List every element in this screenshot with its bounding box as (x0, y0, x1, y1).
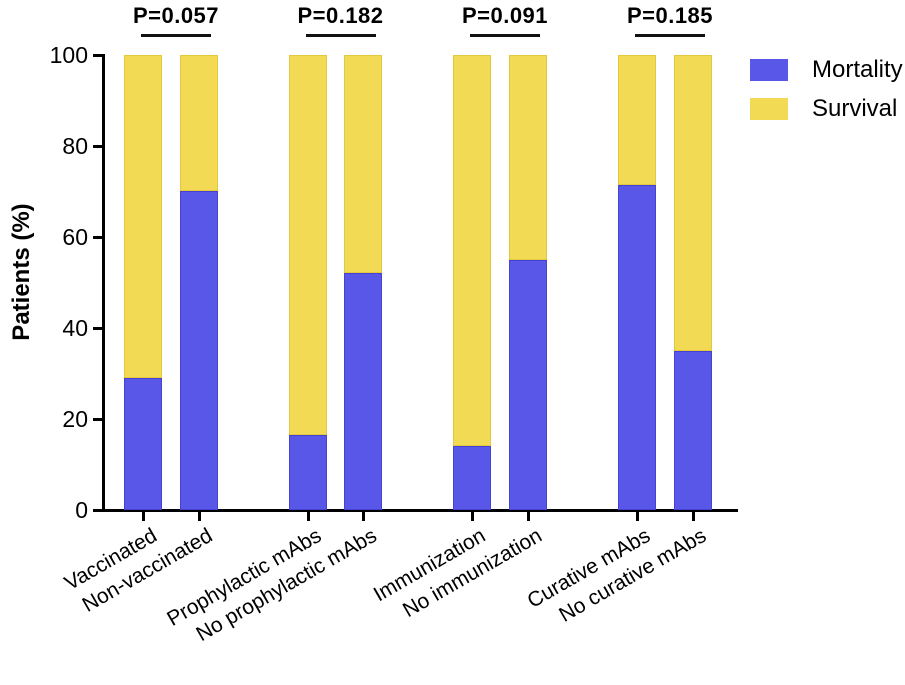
y-tick-mark (93, 326, 102, 330)
y-axis-title: Patients (%) (8, 203, 35, 341)
segment-mortality-no-curative-mabs (674, 351, 712, 510)
legend-label-mortality: Mortality (812, 56, 903, 83)
p-value-underline (470, 34, 540, 37)
segment-survival-no-immunization (509, 55, 547, 260)
y-tick-mark (93, 235, 102, 239)
bar-vaccinated (124, 55, 162, 510)
segment-mortality-no-prophylactic-mabs (344, 273, 382, 510)
x-axis-line (102, 509, 738, 512)
legend-item-survival: Survival (750, 95, 897, 123)
bar-no-immunization (509, 55, 547, 510)
segment-mortality-no-immunization (509, 260, 547, 510)
x-tick-mark (691, 512, 695, 521)
segment-survival-no-curative-mabs (674, 55, 712, 351)
p-value-annotation-2: P=0.182 (251, 3, 431, 37)
segment-mortality-non-vaccinated (180, 191, 218, 510)
x-tick-mark (470, 512, 474, 521)
segment-mortality-curative-mabs (618, 185, 656, 510)
x-tick-mark (635, 512, 639, 521)
p-value-text: P=0.057 (132, 3, 220, 28)
p-value-text: P=0.091 (461, 3, 549, 28)
segment-mortality-immunization (453, 446, 491, 510)
p-value-underline (305, 34, 376, 37)
segment-survival-immunization (453, 55, 491, 446)
y-tick-label: 80 (62, 133, 88, 159)
x-tick-mark (306, 512, 310, 521)
y-tick-mark (93, 144, 102, 148)
segment-survival-curative-mabs (618, 55, 656, 185)
x-tick-mark (361, 512, 365, 521)
legend-swatch-survival (750, 98, 788, 120)
p-value-annotation-1: P=0.057 (86, 3, 266, 37)
bar-immunization (453, 55, 491, 510)
legend-label-survival: Survival (812, 95, 898, 122)
segment-mortality-prophylactic-mabs (289, 435, 327, 510)
legend-swatch-mortality (750, 59, 788, 81)
y-tick-label: 40 (62, 315, 88, 341)
p-value-text: P=0.185 (626, 3, 714, 28)
bar-no-prophylactic-mabs (344, 55, 382, 510)
x-tick-mark (526, 512, 530, 521)
x-tick-mark (197, 512, 201, 521)
y-tick-mark (93, 417, 102, 421)
p-value-annotation-3: P=0.091 (415, 3, 595, 37)
p-value-underline (635, 34, 705, 37)
bar-non-vaccinated (180, 55, 218, 510)
segment-survival-no-prophylactic-mabs (344, 55, 382, 273)
y-tick-label: 0 (75, 497, 88, 523)
y-tick-mark (93, 53, 102, 57)
segment-survival-vaccinated (124, 55, 162, 378)
y-tick-label: 100 (49, 42, 88, 68)
bar-no-curative-mabs (674, 55, 712, 510)
y-tick-label: 60 (62, 224, 88, 250)
bar-curative-mabs (618, 55, 656, 510)
segment-mortality-vaccinated (124, 378, 162, 510)
p-value-underline (141, 34, 211, 37)
p-value-text: P=0.182 (297, 3, 384, 28)
bar-prophylactic-mabs (289, 55, 327, 510)
y-tick-mark (93, 508, 102, 512)
legend-item-mortality: Mortality (750, 56, 903, 84)
p-value-annotation-4: P=0.185 (580, 3, 760, 37)
x-tick-mark (141, 512, 145, 521)
segment-survival-non-vaccinated (180, 55, 218, 191)
segment-survival-prophylactic-mabs (289, 55, 327, 435)
y-tick-label: 20 (62, 406, 88, 432)
y-axis-line (102, 54, 105, 512)
